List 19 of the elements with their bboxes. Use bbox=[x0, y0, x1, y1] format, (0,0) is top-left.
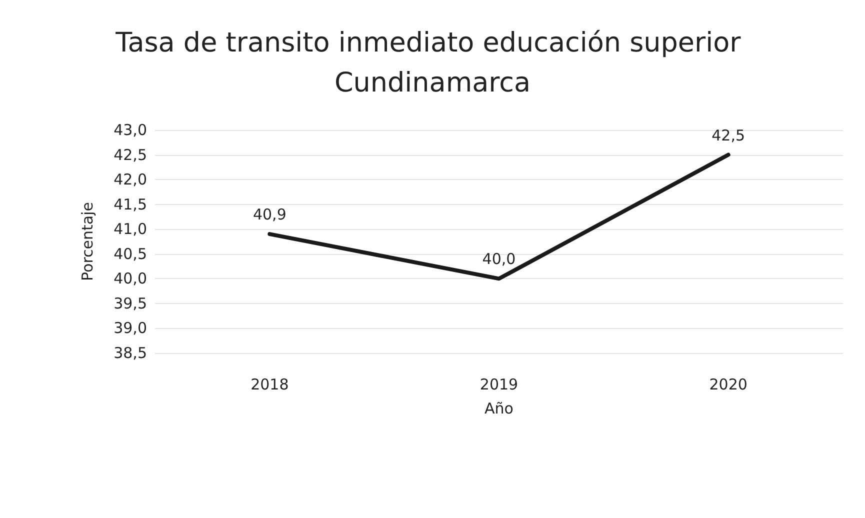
y-tick-label: 40,5 bbox=[114, 244, 147, 263]
y-tick-label: 41,0 bbox=[114, 220, 147, 238]
y-tick-label: 39,0 bbox=[114, 319, 147, 338]
x-axis-title: Año bbox=[484, 400, 514, 418]
y-tick-label: 42,5 bbox=[114, 146, 147, 164]
data-label: 42,5 bbox=[712, 126, 746, 144]
y-tick-label: 38,5 bbox=[114, 344, 147, 362]
x-tick-label: 2018 bbox=[250, 376, 289, 394]
x-tick-label: 2020 bbox=[709, 376, 748, 394]
y-tick-label: 40,0 bbox=[114, 270, 147, 288]
x-tick-label: 2019 bbox=[480, 376, 518, 394]
chart-title: Tasa de transito inmediato educación superior Cundinamarca bbox=[114, 28, 750, 98]
y-tick-label: 42,0 bbox=[114, 170, 147, 189]
data-label: 40,0 bbox=[482, 250, 516, 268]
y-tick-label: 39,5 bbox=[114, 294, 147, 312]
y-tick-label: 43,0 bbox=[114, 121, 147, 139]
y-axis-title: Porcentaje bbox=[78, 202, 96, 281]
y-tick-label: 41,5 bbox=[114, 195, 147, 214]
data-label: 40,9 bbox=[252, 206, 286, 224]
